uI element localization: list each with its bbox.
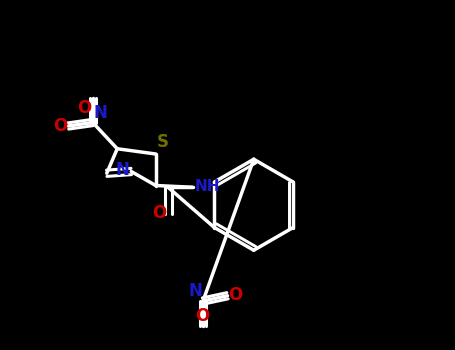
Text: N: N (116, 161, 130, 179)
Text: O: O (77, 99, 92, 117)
Text: N: N (93, 104, 107, 122)
Text: N: N (188, 282, 202, 300)
Text: S: S (157, 133, 169, 151)
Text: O: O (53, 117, 67, 135)
Text: NH: NH (194, 179, 220, 194)
Text: O: O (152, 204, 166, 222)
Text: O: O (195, 307, 209, 325)
Text: O: O (228, 286, 243, 304)
